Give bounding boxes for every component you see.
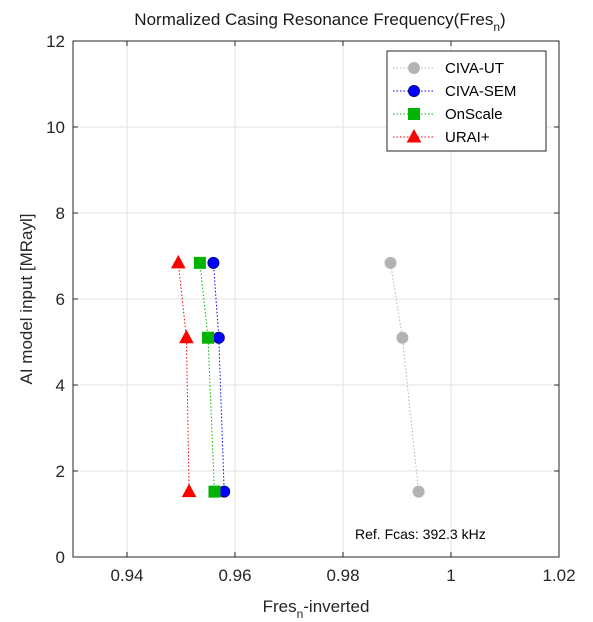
data-point [208,485,221,498]
data-point [212,331,225,344]
series-onscale [193,256,221,498]
y-axis-label: AI model input [MRayl] [17,213,36,384]
y-tick-label: 6 [56,290,65,309]
series-line [390,262,420,492]
tick-labels: 0.94 0.96 0.98 1 1.02 0 2 4 6 8 10 12 [46,32,575,585]
chart-title: Normalized Casing Resonance Frequency(Fr… [134,10,505,34]
series-urai- [170,254,197,498]
y-tick-label: 8 [56,204,65,223]
y-tick-label: 12 [46,32,65,51]
y-tick-label: 2 [56,462,65,481]
legend: CIVA-UT CIVA-SEM OnScale URAI+ [386,50,547,152]
x-tick-label: 0.98 [326,566,359,585]
x-tick-label: 0.96 [218,566,251,585]
legend-label: CIVA-UT [445,60,504,77]
series-civa-sem [207,256,231,498]
data-point [193,256,206,269]
legend-marker [408,108,420,120]
y-tick-label: 4 [56,376,65,395]
series-civa-ut [384,256,425,498]
series-line [212,262,225,492]
series-line [177,262,190,492]
legend-marker [408,85,420,97]
data-point [412,485,425,498]
x-tick-label: 1.02 [542,566,575,585]
y-tick-label: 0 [56,548,65,567]
axis-ticks [73,40,560,558]
data-point [207,256,220,269]
data-point [179,329,194,344]
data-point [396,331,409,344]
legend-label: URAI+ [445,129,490,146]
legend-label: CIVA-SEM [445,83,516,100]
reference-annotation: Ref. Fcas: 392.3 kHz [355,526,486,542]
series-line [199,262,215,492]
x-tick-label: 0.94 [110,566,143,585]
x-axis-label: Fresn-inverted [263,597,370,621]
data-point [202,331,214,344]
legend-marker [406,128,422,143]
data-point [384,256,397,269]
x-tick-label: 1 [446,566,455,585]
legend-marker [408,62,420,74]
data-point [170,254,186,269]
legend-label: OnScale [445,106,503,123]
series-layer [170,254,425,498]
data-point [181,483,197,498]
y-tick-label: 10 [46,118,65,137]
